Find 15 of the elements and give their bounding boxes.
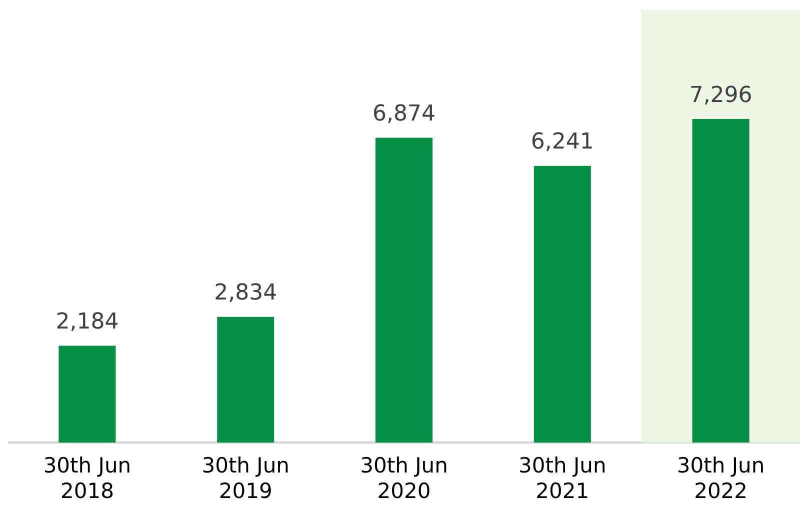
x-tick-label: 30th Jun 2018 xyxy=(43,454,132,503)
bar xyxy=(217,316,274,443)
bar xyxy=(534,166,591,443)
bar xyxy=(375,138,433,443)
x-tick-label: 30th Jun 2019 xyxy=(202,454,290,503)
bar xyxy=(692,119,750,443)
data-label: 2,184 xyxy=(56,309,119,334)
x-tick-label: 30th Jun 2021 xyxy=(518,454,606,503)
x-tick-label: 30th Jun 2020 xyxy=(360,454,448,503)
data-label: 2,834 xyxy=(214,280,278,306)
data-label: 6,241 xyxy=(530,130,594,155)
data-label: 7,296 xyxy=(689,82,752,108)
x-tick-label: 30th Jun 2022 xyxy=(676,454,765,503)
data-label: 6,874 xyxy=(372,101,436,126)
bar xyxy=(58,346,116,443)
